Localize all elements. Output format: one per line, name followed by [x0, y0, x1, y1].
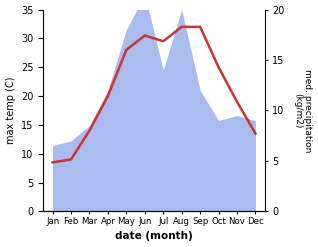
X-axis label: date (month): date (month) [115, 231, 193, 242]
Y-axis label: med. precipitation
(kg/m2): med. precipitation (kg/m2) [293, 69, 313, 152]
Y-axis label: max temp (C): max temp (C) [5, 77, 16, 144]
